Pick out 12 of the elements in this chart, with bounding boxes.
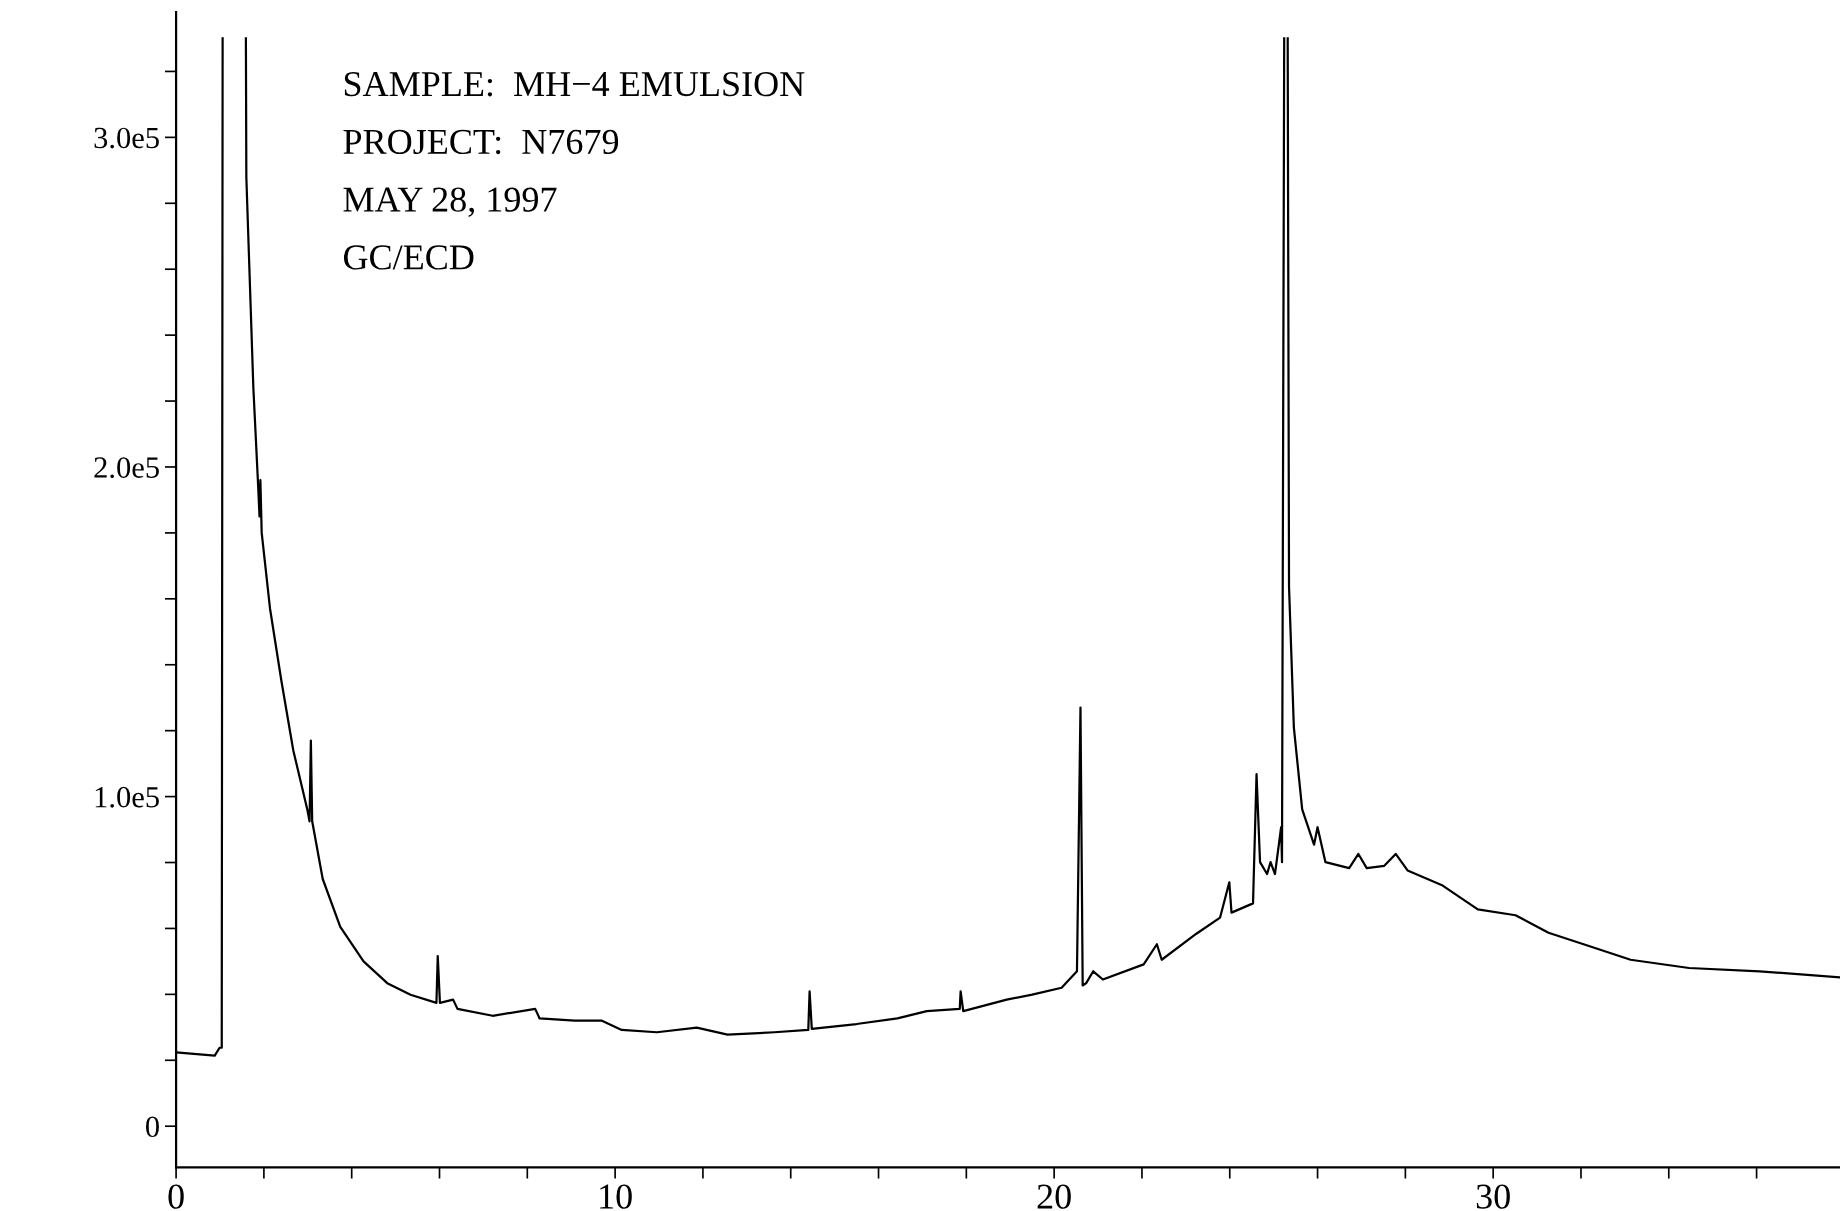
x-tick-label: 30 [1476, 1184, 1510, 1209]
y-tick-label: 3.0e5 [94, 127, 159, 149]
annotation: SAMPLE: MH−4 EMULSION [344, 71, 805, 97]
y-tick-label: 0 [146, 1116, 159, 1138]
x-tick-label: 10 [600, 1184, 632, 1209]
annotation: GC/ECD [343, 245, 474, 270]
x-tick-label: 0 [168, 1184, 184, 1209]
y-tick-label: 2.0e5 [94, 457, 159, 479]
y-tick-label: 1.0e5 [95, 786, 159, 808]
annotation: PROJECT: N7679 [343, 129, 619, 155]
x-tick-label: 20 [1037, 1184, 1071, 1209]
annotation: MAY 28, 1997 [343, 187, 557, 217]
